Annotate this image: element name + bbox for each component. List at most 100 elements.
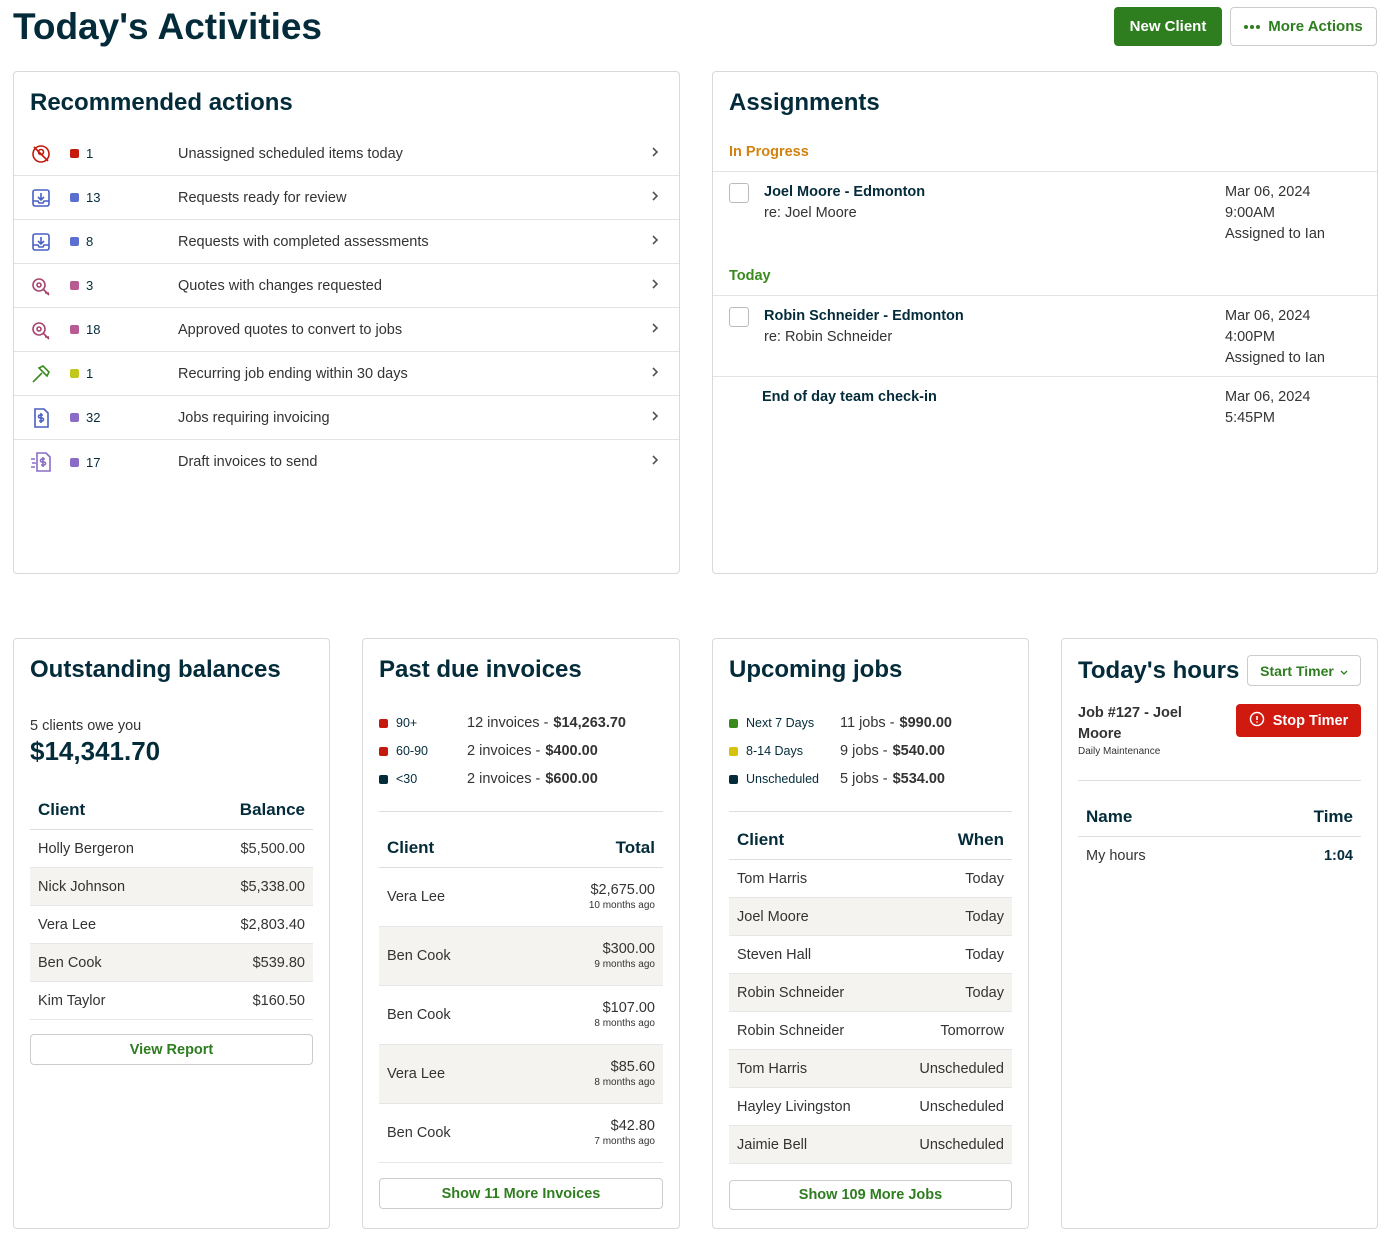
status-dot <box>70 149 79 158</box>
request-icon <box>32 188 50 207</box>
view-report-button[interactable]: View Report <box>30 1034 313 1065</box>
chevron-icon <box>652 278 659 289</box>
bucket-amount: $14,263.70 <box>553 715 626 731</box>
cell: $107.00 8 months ago <box>594 1000 655 1031</box>
chevron <box>651 233 659 251</box>
status-dot <box>70 369 79 378</box>
chevron <box>651 321 659 339</box>
stop-icon <box>1249 711 1265 726</box>
bucket-summary: 9 jobs - <box>840 743 888 759</box>
status-dot <box>729 746 738 756</box>
stop-timer-button[interactable]: Stop Timer <box>1236 704 1361 737</box>
new-client-button[interactable]: New Client <box>1114 7 1222 46</box>
job-title: Job #127 - Joel Moore <box>1078 705 1182 742</box>
table-row: Tom Harris Today <box>729 860 1012 898</box>
cell: Steven Hall <box>737 946 812 963</box>
column-header: Client <box>38 799 86 819</box>
action-row[interactable]: 1 Recurring job ending within 30 days <box>14 352 679 396</box>
card-title: Past due invoices <box>379 656 582 683</box>
action-count: 8 <box>86 234 94 249</box>
assignments-card: Assignments In Progress Joel Moore - Edmon… <box>712 71 1378 574</box>
action-label: Jobs requiring invoicing <box>178 409 330 426</box>
stop-icon <box>1249 711 1265 731</box>
start-timer-button[interactable]: Start Timer <box>1247 655 1361 686</box>
table-row: Hayley Livingston Unscheduled <box>729 1088 1012 1126</box>
action-row[interactable]: 32 Jobs requiring invoicing <box>14 396 679 440</box>
table-rows: Vera Lee $2,675.00 10 months ago Ben Cook $3… <box>379 868 663 1163</box>
bucket-amount: $534.00 <box>892 771 945 787</box>
action-label: Draft invoices to send <box>178 454 318 470</box>
action-label: Unassigned scheduled items today <box>178 145 403 162</box>
group-label: Today <box>713 252 1377 296</box>
invoices-table: Client Total Vera Lee $2,675.00 10 months ag… <box>379 828 663 1163</box>
status-dot <box>70 281 79 290</box>
action-row[interactable]: 18 Approved quotes to convert to jobs <box>14 308 679 352</box>
bucket-amount: $400.00 <box>545 743 598 759</box>
assignment-main: Robin Schneider - Edmonton re: Robin Schn… <box>764 306 1225 369</box>
card-title: Recommended actions <box>30 89 293 116</box>
status-dot <box>379 774 388 784</box>
cell: Ben Cook <box>387 1125 451 1141</box>
more-actions-button[interactable]: More Actions <box>1230 7 1377 46</box>
action-label: Approved quotes to convert to jobs <box>178 321 403 338</box>
checkbox[interactable] <box>729 183 749 203</box>
action-icon <box>30 451 52 473</box>
action-row[interactable]: 3 Quotes with changes requested <box>14 264 679 308</box>
action-row[interactable]: 13 Requests ready for review <box>14 176 679 220</box>
card-title: Assignments <box>729 89 880 116</box>
table-row: Vera Lee $85.60 8 months ago <box>379 1045 663 1104</box>
action-icon <box>30 231 52 253</box>
table-row: Nick Johnson $5,338.00 <box>30 868 313 906</box>
cell: Tomorrow <box>940 1022 1004 1039</box>
assignment-date: Mar 06, 2024 <box>1225 308 1311 324</box>
show-more-button[interactable]: Show 11 More Invoices <box>379 1178 663 1209</box>
chevron-icon <box>652 455 659 465</box>
table-rows: Holly Bergeron $5,500.00 Nick Johnson $5,33… <box>30 830 313 1020</box>
table-row: My hours 1:04 <box>1078 837 1361 875</box>
show-more-button[interactable]: Show 109 More Jobs <box>729 1180 1012 1210</box>
action-row[interactable]: 1 Unassigned scheduled items today <box>14 132 679 176</box>
status-dot <box>379 746 388 756</box>
column-header: Total <box>615 837 655 857</box>
request-icon <box>32 232 50 251</box>
action-label: Recurring job ending within 30 days <box>178 365 408 382</box>
bucket-label: <30 <box>396 772 418 786</box>
invoice-age: 10 months ago <box>588 899 655 911</box>
action-count: 18 <box>86 322 101 337</box>
checkbox[interactable] <box>729 307 749 327</box>
jobs-table: Client When Tom Harris Today Joel Moore Today… <box>729 820 1012 1164</box>
action-icon <box>30 319 52 341</box>
action-row[interactable]: 17 Draft invoices to send <box>14 440 679 484</box>
bucket-list: Next 7 Days 11 jobs - $990.00 8-14 Days 9 jo… <box>729 709 1012 812</box>
bucket-amount: $990.00 <box>899 715 952 731</box>
cell: $2,803.40 <box>240 916 305 933</box>
cell: Jaimie Bell <box>737 1136 808 1153</box>
status-dot <box>70 325 79 334</box>
cell: Unscheduled <box>919 1136 1004 1153</box>
upcoming-jobs-card: Upcoming jobs Next 7 Days 11 jobs - $990.00… <box>712 638 1029 1229</box>
assignment-title: Robin Schneider - Edmonton <box>764 308 964 324</box>
action-row[interactable]: 8 Requests with completed assessments <box>14 220 679 264</box>
action-count: 1 <box>86 366 94 381</box>
bucket-row: <30 2 invoices - $600.00 <box>379 765 663 793</box>
balance-total: $14,341.70 <box>30 736 161 766</box>
bucket-row: Next 7 Days 11 jobs - $990.00 <box>729 709 1012 737</box>
balance-summary: 5 clients owe you <box>30 718 142 734</box>
assignment-main: End of day team check-in <box>762 387 1225 429</box>
chevron <box>651 145 659 163</box>
cell: $300.00 9 months ago <box>594 941 655 972</box>
table-row: Robin Schneider Today <box>729 974 1012 1012</box>
outstanding-balances-card: Outstanding balances 5 clients owe you $14… <box>13 638 330 1229</box>
cell: $5,338.00 <box>240 878 305 895</box>
table-row: Jaimie Bell Unscheduled <box>729 1126 1012 1164</box>
bucket-row: 60-90 2 invoices - $400.00 <box>379 737 663 765</box>
cell: $539.80 <box>252 954 305 971</box>
dropdown-icon <box>1340 663 1348 679</box>
cell: Tom Harris <box>737 1060 808 1077</box>
bucket-summary: 12 invoices - <box>467 715 549 731</box>
status-dot <box>70 413 79 422</box>
status-dot <box>379 718 388 728</box>
table-row: Kim Taylor $160.50 <box>30 982 313 1020</box>
status-dot <box>70 193 79 202</box>
